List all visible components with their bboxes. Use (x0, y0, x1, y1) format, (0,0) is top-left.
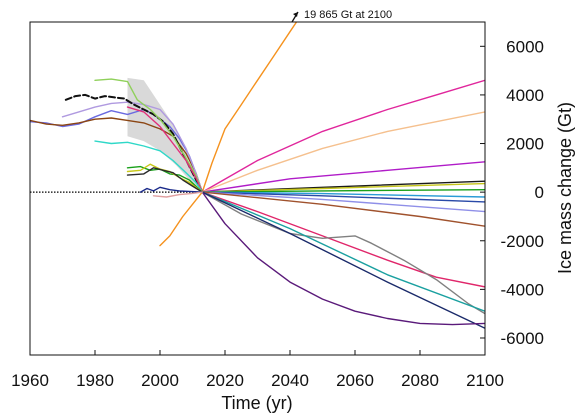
series-line-14 (201, 191, 485, 312)
series-line-26 (126, 167, 203, 193)
x-tick-label: 1960 (11, 371, 49, 390)
series-line-4 (201, 161, 485, 193)
series-line-10 (201, 191, 485, 213)
series-line-11 (201, 191, 485, 227)
y-tick-label: -2000 (501, 232, 544, 251)
x-tick-label: 2040 (271, 371, 309, 390)
series-line-7 (201, 189, 485, 193)
y-axis-title: Ice mass change (Gt) (555, 102, 575, 274)
annotation: 19 865 Gt at 2100 (291, 9, 392, 23)
series-line-9 (201, 191, 485, 203)
series-line-28 (152, 191, 203, 198)
series-line-12 (201, 191, 485, 288)
series-line-18 (30, 117, 203, 193)
x-axis-ticks: 1960 1980 2000 2020 2040 2060 2080 2100 (11, 350, 504, 390)
x-tick-label: 2080 (401, 371, 439, 390)
x-tick-label: 2100 (466, 371, 504, 390)
series-line-27 (139, 186, 203, 193)
series-line-15 (201, 191, 485, 329)
series-line-22 (126, 106, 203, 193)
series-line-13 (201, 191, 485, 315)
x-axis-title: Time (yr) (221, 393, 292, 413)
annotation-text: 19 865 Gt at 2100 (304, 9, 392, 21)
series-line-16 (201, 191, 485, 326)
annotation-arrowhead-icon (293, 12, 298, 17)
y-tick-label: 0 (535, 183, 544, 202)
series-line-8 (201, 191, 485, 198)
y-tick-label: 4000 (506, 86, 544, 105)
x-tick-label: 2020 (206, 371, 244, 390)
plot-frame (29, 21, 486, 356)
y-tick-label: -6000 (501, 329, 544, 348)
series-line-21 (94, 78, 203, 193)
series-line-23 (94, 140, 203, 193)
series-line-3 (201, 111, 485, 193)
y-tick-label: -4000 (501, 280, 544, 299)
y-tick-label: 6000 (506, 37, 544, 56)
x-tick-label: 2060 (336, 371, 374, 390)
x-tick-label: 1980 (76, 371, 114, 390)
y-axis-ticks: 6000 4000 2000 0 -2000 -4000 -6000 (480, 37, 544, 348)
y-tick-label: 2000 (506, 135, 544, 154)
x-tick-label: 2000 (141, 371, 179, 390)
series-line-2 (201, 79, 485, 193)
series-line-1 (159, 22, 298, 247)
series-lines (30, 22, 485, 329)
series-line-6 (201, 182, 485, 193)
